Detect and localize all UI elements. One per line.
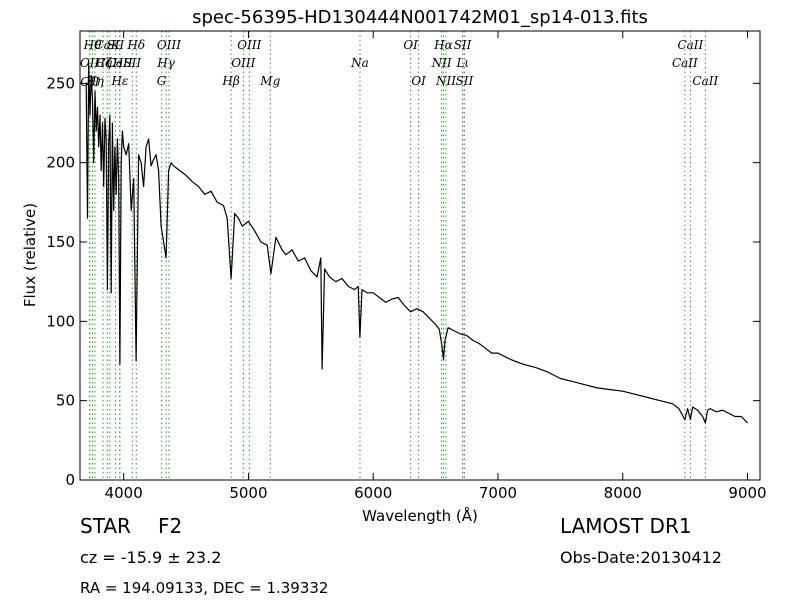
line-label-6: CaH (96, 56, 123, 70)
line-label-13: Hγ (156, 56, 175, 70)
plot-frame (79, 30, 761, 481)
line-label-29: CaII (677, 38, 703, 52)
line-label-19: Na (350, 56, 369, 70)
x-tick-label-5: 9000 (728, 484, 766, 502)
line-label-5: CaK (95, 38, 121, 52)
coordinates-text: RA = 194.09133, DEC = 1.39332 (80, 579, 329, 597)
emission-lines-layer (89, 31, 706, 480)
y-tick-label-0: 0 (65, 471, 75, 489)
x-tick-label-3: 7000 (479, 484, 517, 502)
line-label-23: Hα (433, 38, 453, 52)
line-label-2: Hθ (83, 38, 102, 52)
series-layer (85, 63, 748, 424)
object-class: STAR (80, 514, 131, 538)
x-axis-label: Wavelength (Å) (362, 506, 478, 525)
chart-title: spec-56395-HD130444N001742M01_sp14-013.f… (192, 7, 648, 28)
redshift-text: cz = -15.9 ± 23.2 (80, 548, 222, 567)
line-label-26: Lι (455, 56, 469, 70)
line-label-24: NII (435, 74, 456, 88)
object-subclass: F2 (158, 514, 183, 538)
line-label-3: Hη (85, 74, 104, 88)
line-label-17: OIII (237, 38, 261, 52)
spectrum-series-0 (85, 63, 748, 424)
x-tick-label-4: 8000 (604, 484, 642, 502)
line-label-15: Hβ (221, 74, 239, 88)
line-label-12: G (157, 74, 167, 88)
y-tick-label-5: 250 (46, 74, 75, 92)
line-label-0: OII (80, 56, 100, 70)
line-label-8: CaII (107, 56, 133, 70)
line-label-10: Hδ (126, 38, 145, 52)
line-label-22: NII (431, 56, 452, 70)
x-tick-label-0: 4000 (105, 484, 143, 502)
line-labels-layer: OIIOIIHθHηHζCaKCaHSIICaIIHεHδSIIGHγOIIIH… (80, 38, 719, 89)
line-label-9: Hε (110, 74, 128, 88)
line-label-25: SII (454, 38, 472, 52)
y-axis-ticks: 0 50 100 150 200 250 (46, 74, 760, 489)
x-tick-label-2: 6000 (354, 484, 392, 502)
survey-name: LAMOST DR1 (560, 514, 692, 538)
line-label-11: SII (123, 56, 141, 70)
line-label-14: OIII (157, 38, 181, 52)
line-label-7: SII (107, 38, 125, 52)
obs-date: Obs-Date:20130412 (560, 548, 722, 567)
y-tick-label-4: 200 (46, 154, 75, 172)
line-label-28: CaII (672, 56, 698, 70)
line-label-30: CaII (692, 74, 718, 88)
y-tick-label-2: 100 (46, 312, 75, 330)
line-label-27: SII (456, 74, 474, 88)
line-label-4: Hζ (94, 56, 113, 70)
y-tick-label-3: 150 (46, 233, 75, 251)
line-label-18: Mg (259, 74, 280, 88)
y-axis-label: Flux (relative) (21, 203, 39, 307)
x-axis-ticks: 4000 5000 6000 7000 8000 9000 (105, 31, 767, 502)
line-label-16: OIII (231, 56, 255, 70)
y-tick-label-1: 50 (56, 392, 75, 410)
line-label-21: OI (411, 74, 426, 88)
line-label-1: OII (80, 75, 100, 89)
line-label-20: OI (403, 38, 418, 52)
x-tick-label-1: 5000 (229, 484, 267, 502)
